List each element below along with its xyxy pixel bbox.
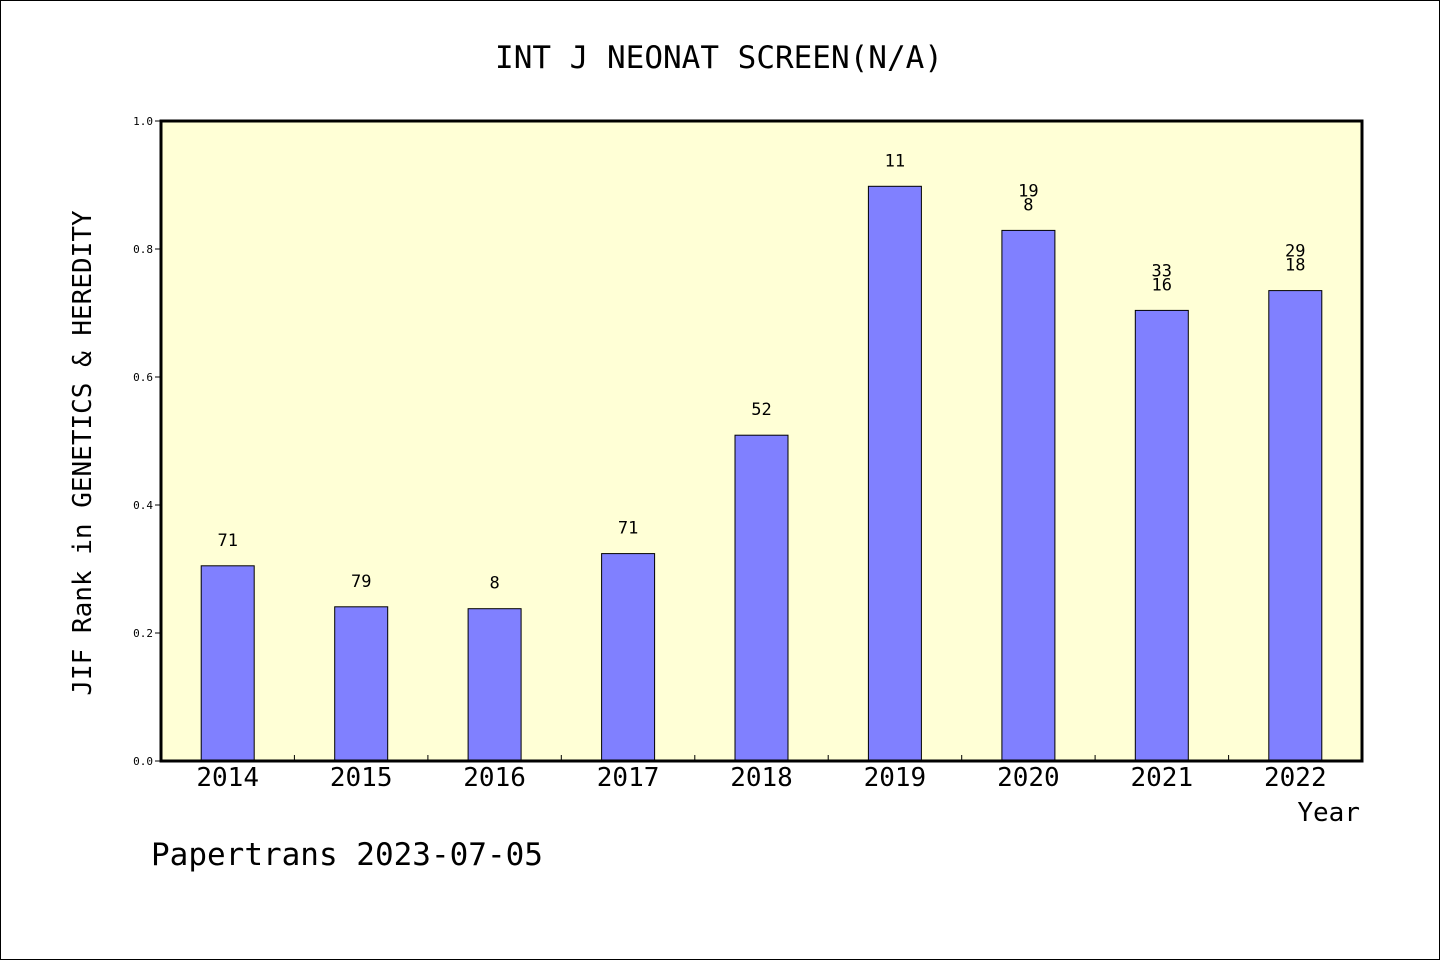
x-tick-label-2014: 2014 (196, 763, 259, 793)
x-tick-label-2016: 2016 (463, 763, 526, 793)
x-tick-label-2018: 2018 (730, 763, 793, 793)
bar-2015 (334, 606, 389, 762)
bar-label-2019: 11 (885, 151, 905, 171)
bar-2017 (601, 553, 656, 762)
y-tick-label-0.2: 0.2 (133, 627, 153, 640)
bar-label-2018: 52 (751, 400, 771, 420)
x-tick-label-2021: 2021 (1130, 763, 1193, 793)
bar-label-2016: 8 (489, 574, 499, 594)
y-tick-label-1.0: 1.0 (133, 115, 153, 128)
x-tick-label-2019: 2019 (864, 763, 927, 793)
y-tick-label-0.4: 0.4 (133, 499, 153, 512)
bar-label-2020-1: 19 (1018, 181, 1038, 201)
x-tick-label-2020: 2020 (997, 763, 1060, 793)
x-axis-label: Year (1297, 798, 1360, 828)
bar-2018 (734, 434, 789, 762)
plot-border (159, 119, 1364, 763)
bar-label-2022-2: 18 (1285, 256, 1305, 276)
bar-2016 (467, 608, 522, 762)
y-axis-ticks: 0.0 0.2 0.4 0.6 0.8 1.0 (133, 115, 161, 768)
x-tick-label-2017: 2017 (597, 763, 660, 793)
chart-title: INT J NEONAT SCREEN(N/A) (495, 40, 943, 76)
footer-text: Papertrans 2023-07-05 (151, 837, 543, 873)
bar-label-2015: 79 (351, 572, 371, 592)
bar-2021 (1134, 309, 1189, 762)
bar-label-2021-2: 16 (1152, 275, 1172, 295)
x-axis-ticks: 2014 2015 2016 2017 2018 2019 2020 2021 2022 (196, 755, 1327, 793)
x-tick-label-2015: 2015 (330, 763, 393, 793)
bar-label-2022-1: 29 (1285, 242, 1305, 262)
y-tick-label-0.0: 0.0 (133, 755, 153, 768)
bar-label-2014: 71 (217, 531, 237, 551)
bar-2014 (200, 565, 255, 762)
y-tick-label-0.6: 0.6 (133, 371, 153, 384)
y-axis-label: JIF Rank in GENETICS & HEREDITY (68, 210, 98, 696)
bar-label-2020-2: 8 (1023, 195, 1033, 215)
bar-label-2021-1: 33 (1152, 261, 1172, 281)
y-tick-label-0.8: 0.8 (133, 243, 153, 256)
bar-2020 (1001, 229, 1056, 762)
bar-2022 (1268, 290, 1323, 762)
bars-group (200, 185, 1323, 762)
bar-label-2017: 71 (618, 519, 638, 539)
x-tick-label-2022: 2022 (1264, 763, 1327, 793)
bar-2019 (867, 185, 922, 762)
